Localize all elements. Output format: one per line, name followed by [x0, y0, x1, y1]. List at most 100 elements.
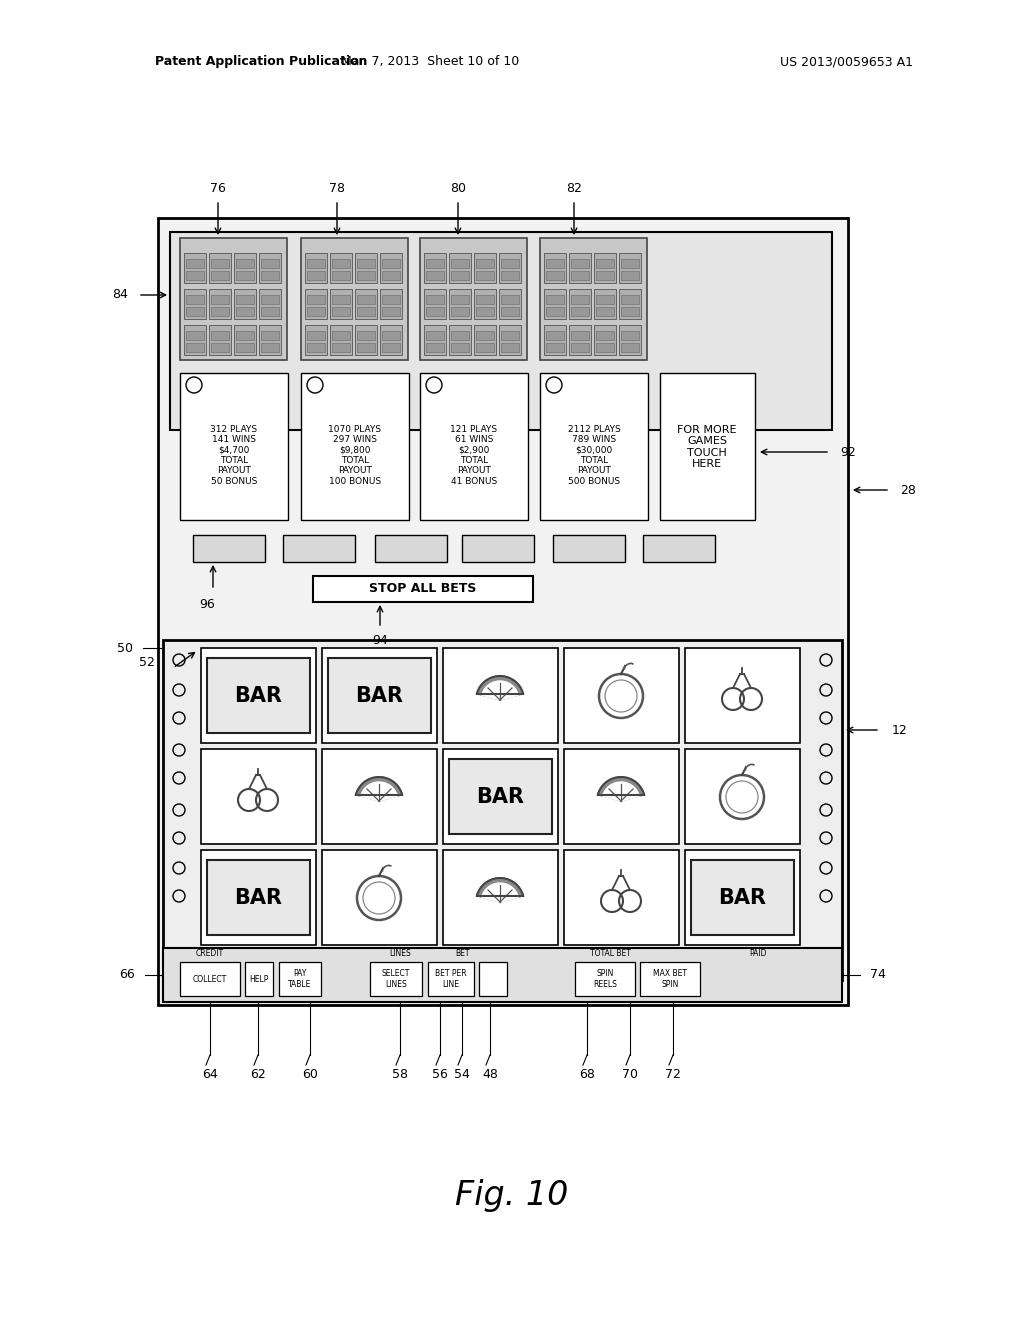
Bar	[501, 343, 519, 352]
Bar	[259, 253, 281, 282]
Bar	[449, 325, 471, 355]
Bar	[236, 343, 254, 352]
Bar	[596, 308, 614, 315]
Text: FOR MORE
GAMES
TOUCH
HERE: FOR MORE GAMES TOUCH HERE	[677, 425, 736, 470]
Bar	[571, 271, 589, 280]
Bar	[685, 648, 800, 743]
Text: 80: 80	[450, 181, 466, 194]
Bar	[499, 253, 521, 282]
Bar	[451, 308, 469, 315]
Text: CREDIT: CREDIT	[196, 949, 224, 957]
Text: US 2013/0059653 A1: US 2013/0059653 A1	[780, 55, 913, 69]
Bar	[207, 861, 310, 935]
Bar	[479, 962, 507, 997]
Text: 312 PLAYS
141 WINS
$4,700
TOTAL
PAYOUT
50 BONUS: 312 PLAYS 141 WINS $4,700 TOTAL PAYOUT 5…	[211, 425, 258, 486]
Bar	[571, 308, 589, 315]
Bar	[621, 259, 639, 268]
Text: 48: 48	[482, 1068, 498, 1081]
Text: 50: 50	[117, 642, 133, 655]
Bar	[307, 294, 325, 304]
Bar	[546, 294, 564, 304]
Bar	[332, 331, 350, 341]
Bar	[451, 259, 469, 268]
Bar	[211, 259, 229, 268]
Bar	[643, 535, 715, 562]
Bar	[201, 748, 316, 843]
Bar	[186, 259, 204, 268]
Bar	[380, 253, 402, 282]
Bar	[322, 850, 437, 945]
Bar	[501, 331, 519, 341]
Bar	[193, 535, 265, 562]
Bar	[443, 850, 558, 945]
Bar	[424, 253, 446, 282]
Bar	[279, 962, 321, 997]
Text: PAID: PAID	[750, 949, 767, 957]
Bar	[357, 308, 375, 315]
Bar	[261, 294, 279, 304]
Bar	[540, 238, 647, 360]
Bar	[426, 294, 444, 304]
Bar	[382, 331, 400, 341]
Bar	[209, 325, 231, 355]
Bar	[640, 962, 700, 997]
Bar	[332, 259, 350, 268]
Bar	[234, 289, 256, 319]
Bar	[499, 325, 521, 355]
Bar	[380, 325, 402, 355]
Bar	[355, 253, 377, 282]
Bar	[594, 325, 616, 355]
Bar	[426, 308, 444, 315]
Bar	[236, 294, 254, 304]
Bar	[544, 289, 566, 319]
Bar	[546, 331, 564, 341]
Bar	[184, 289, 206, 319]
Text: BET: BET	[455, 949, 469, 957]
Bar	[426, 343, 444, 352]
Bar	[596, 343, 614, 352]
Bar	[544, 253, 566, 282]
Bar	[332, 294, 350, 304]
Text: 52: 52	[139, 656, 155, 668]
Bar	[594, 289, 616, 319]
Text: 121 PLAYS
61 WINS
$2,900
TOTAL
PAYOUT
41 BONUS: 121 PLAYS 61 WINS $2,900 TOTAL PAYOUT 41…	[451, 425, 498, 486]
Bar	[261, 343, 279, 352]
Text: BAR: BAR	[476, 787, 524, 807]
Polygon shape	[481, 883, 518, 902]
Polygon shape	[360, 781, 397, 801]
Bar	[443, 648, 558, 743]
Bar	[382, 294, 400, 304]
Text: SPIN
REELS: SPIN REELS	[593, 969, 616, 989]
Text: 58: 58	[392, 1068, 408, 1081]
Bar	[209, 253, 231, 282]
Bar	[357, 294, 375, 304]
Bar	[564, 648, 679, 743]
Bar	[449, 289, 471, 319]
Bar	[546, 259, 564, 268]
Bar	[330, 289, 352, 319]
Bar	[451, 343, 469, 352]
Bar	[546, 271, 564, 280]
Bar	[207, 657, 310, 733]
Bar	[424, 289, 446, 319]
Bar	[501, 294, 519, 304]
Text: 2112 PLAYS
789 WINS
$30,000
TOTAL
PAYOUT
500 BONUS: 2112 PLAYS 789 WINS $30,000 TOTAL PAYOUT…	[567, 425, 621, 486]
Bar	[307, 259, 325, 268]
Bar	[158, 218, 848, 1005]
Text: BET PER
LINE: BET PER LINE	[435, 969, 467, 989]
Bar	[476, 343, 494, 352]
Bar	[211, 331, 229, 341]
Bar	[330, 325, 352, 355]
Bar	[382, 271, 400, 280]
Text: 94: 94	[372, 634, 388, 647]
Bar	[618, 253, 641, 282]
Bar	[382, 259, 400, 268]
Bar	[476, 294, 494, 304]
Bar	[501, 308, 519, 315]
Text: 92: 92	[840, 446, 856, 458]
Bar	[201, 648, 316, 743]
Bar	[474, 325, 496, 355]
Bar	[261, 308, 279, 315]
Text: 68: 68	[579, 1068, 595, 1081]
Bar	[355, 289, 377, 319]
